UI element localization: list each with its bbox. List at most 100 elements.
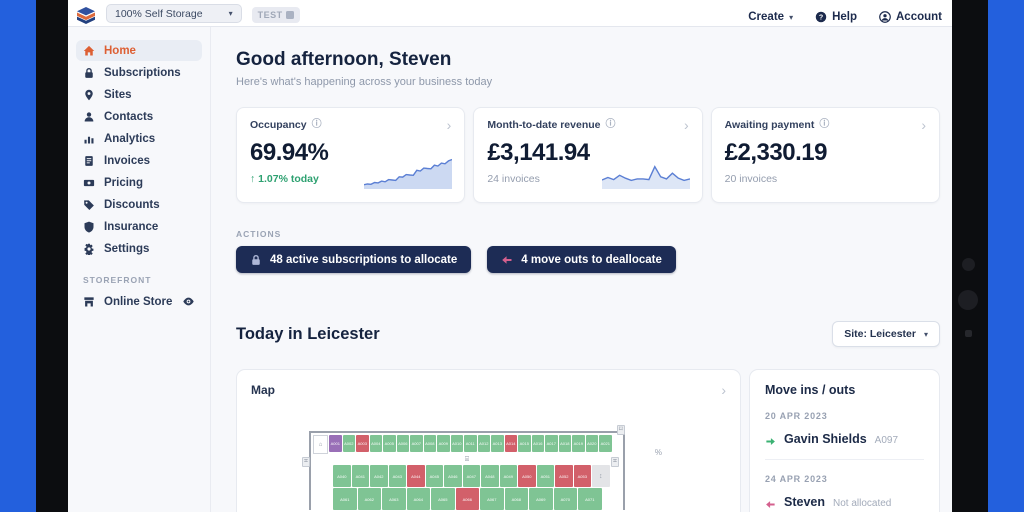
- site-selector[interactable]: Site: Leicester ▾: [832, 321, 940, 347]
- help-button[interactable]: ? Help: [815, 11, 857, 23]
- storage-unit-cell[interactable]: A041: [351, 465, 369, 487]
- sidebar-item-pricing[interactable]: Pricing: [76, 172, 202, 193]
- sidebar-item-contacts[interactable]: Contacts: [76, 106, 202, 127]
- storage-unit-cell[interactable]: A047: [462, 465, 480, 487]
- metric-card-awaiting-payment[interactable]: Awaiting payment ⓘ › £2,330.19 20 invoices: [710, 107, 940, 203]
- storage-unit-cell[interactable]: A001: [329, 435, 342, 452]
- storage-unit-cell[interactable]: A052: [555, 465, 573, 487]
- sidebar-item-discounts[interactable]: Discounts: [76, 194, 202, 215]
- storage-unit-cell[interactable]: A044: [407, 465, 425, 487]
- storage-unit-cell[interactable]: A070: [553, 488, 577, 510]
- storage-unit-cell[interactable]: A063: [382, 488, 406, 510]
- sidebar-item-settings[interactable]: Settings: [76, 238, 202, 259]
- sidebar-item-sites[interactable]: Sites: [76, 84, 202, 105]
- move-contact-name: Gavin Shields: [784, 432, 867, 446]
- storage-unit-cell[interactable]: A004: [369, 435, 382, 452]
- storage-unit-cell[interactable]: A014: [504, 435, 517, 452]
- sidebar-item-label: Settings: [104, 242, 150, 255]
- metric-subtext: 24 invoices: [487, 173, 540, 185]
- action-button-deallocate[interactable]: 4 move outs to deallocate: [487, 246, 676, 273]
- storage-unit-cell[interactable]: A009: [437, 435, 450, 452]
- storage-unit-cell[interactable]: A012: [477, 435, 490, 452]
- metric-card-month-to-date-revenue[interactable]: Month-to-date revenue ⓘ › £3,141.94 24 invoi…: [473, 107, 703, 203]
- action-button-label: 4 move outs to deallocate: [521, 253, 662, 266]
- storage-unit-cell[interactable]: A049: [499, 465, 517, 487]
- sparkline-chart: [601, 153, 690, 194]
- storage-unit-cell[interactable]: A019: [572, 435, 585, 452]
- storage-unit-cell[interactable]: A050: [518, 465, 536, 487]
- chevron-right-icon: ›: [683, 117, 689, 133]
- pin-icon: [83, 89, 95, 101]
- storage-unit-cell[interactable]: A071: [578, 488, 602, 510]
- storage-unit-cell[interactable]: A015: [518, 435, 531, 452]
- unit-row: ⌂ A001 A002 A003 A004 A005 A006 A007 A008 A009 A01…: [313, 435, 623, 454]
- storage-unit-cell[interactable]: A042: [370, 465, 388, 487]
- sidebar-item-label: Invoices: [104, 154, 151, 167]
- metric-card-occupancy[interactable]: Occupancy ⓘ › 69.94% ↑ 1.07% today: [236, 107, 466, 203]
- move-contact-name: Steven: [784, 495, 825, 509]
- move-entry[interactable]: Gavin Shields A097: [765, 432, 924, 446]
- chart-icon: [83, 133, 95, 145]
- sidebar-item-analytics[interactable]: Analytics: [76, 128, 202, 149]
- account-icon: [879, 11, 891, 23]
- organisation-name: 100% Self Storage: [115, 7, 203, 20]
- action-button-allocate[interactable]: 48 active subscriptions to allocate: [236, 246, 472, 273]
- visibility-eye-icon[interactable]: [182, 295, 195, 308]
- tag-icon: [83, 199, 95, 211]
- storage-unit-cell[interactable]: A017: [545, 435, 558, 452]
- move-entry[interactable]: Steven Not allocated: [765, 495, 924, 509]
- storage-unit-cell[interactable]: A010: [450, 435, 463, 452]
- storage-unit-cell[interactable]: A008: [423, 435, 436, 452]
- storage-unit-cell[interactable]: A062: [357, 488, 381, 510]
- storage-unit-cell[interactable]: A061: [333, 488, 357, 510]
- lock-icon: [250, 254, 262, 266]
- page-title: Good afternoon, Steven: [236, 49, 452, 70]
- storage-unit-cell[interactable]: A005: [383, 435, 396, 452]
- test-mode-badge: TEST: [251, 7, 300, 23]
- storage-unit-cell[interactable]: A003: [356, 435, 369, 452]
- move-date-label: 24 APR 2023: [765, 474, 828, 484]
- sidebar-item-online-store[interactable]: Online Store: [76, 291, 202, 312]
- storage-unit-cell[interactable]: A011: [464, 435, 477, 452]
- sidebar-item-label: Pricing: [104, 176, 143, 189]
- storage-unit-cell[interactable]: A048: [481, 465, 499, 487]
- storage-unit-cell[interactable]: A046: [444, 465, 462, 487]
- storage-unit-cell[interactable]: A064: [406, 488, 430, 510]
- chevron-right-icon: ›: [921, 117, 926, 133]
- storage-unit-cell[interactable]: A016: [531, 435, 544, 452]
- storage-unit-cell[interactable]: A006: [396, 435, 409, 452]
- sidebar-item-invoices[interactable]: Invoices: [76, 150, 202, 171]
- storage-unit-cell[interactable]: A002: [342, 435, 355, 452]
- organisation-selector[interactable]: 100% Self Storage ▾: [106, 4, 242, 23]
- account-button[interactable]: Account: [879, 11, 942, 23]
- storage-unit-cell[interactable]: A013: [491, 435, 504, 452]
- storage-unit-cell[interactable]: A067: [480, 488, 504, 510]
- create-button[interactable]: Create ▾: [748, 11, 794, 23]
- storage-unit-cell[interactable]: A066: [455, 488, 479, 510]
- storage-unit-cell[interactable]: A069: [529, 488, 553, 510]
- actions-row: 48 active subscriptions to allocate 4 mov…: [236, 246, 940, 273]
- storage-unit-cell[interactable]: A040: [333, 465, 351, 487]
- storage-unit-cell[interactable]: A043: [388, 465, 406, 487]
- storage-unit-cell[interactable]: A053: [573, 465, 591, 487]
- storage-unit-cell[interactable]: A020: [585, 435, 598, 452]
- map-entrance-icon: ⌂: [313, 435, 328, 454]
- move-ins-outs-title: Move ins / outs: [765, 383, 856, 397]
- storage-unit-cell[interactable]: A018: [558, 435, 571, 452]
- move-unit-label: Not allocated: [833, 498, 892, 509]
- storage-unit-cell[interactable]: A045: [425, 465, 443, 487]
- storage-unit-cell[interactable]: A065: [431, 488, 455, 510]
- sidebar-item-insurance[interactable]: Insurance: [76, 216, 202, 237]
- storage-unit-cell[interactable]: A007: [410, 435, 423, 452]
- storage-unit-cell[interactable]: A068: [504, 488, 528, 510]
- storage-unit-cell[interactable]: A021: [599, 435, 612, 452]
- map-card[interactable]: Map › ⌂ A001 A002 A003 A004 A005 A006 A007 A008 A…: [236, 369, 741, 512]
- sidebar-item-subscriptions[interactable]: Subscriptions: [76, 62, 202, 83]
- storage-unit-cell[interactable]: ↕: [592, 465, 610, 487]
- actions-section-label: ACTIONS: [236, 229, 282, 239]
- storage-unit-cell[interactable]: A051: [536, 465, 554, 487]
- move-in-icon: [765, 434, 776, 445]
- move-out-icon: [765, 497, 776, 508]
- sidebar-item-home[interactable]: Home: [76, 40, 202, 61]
